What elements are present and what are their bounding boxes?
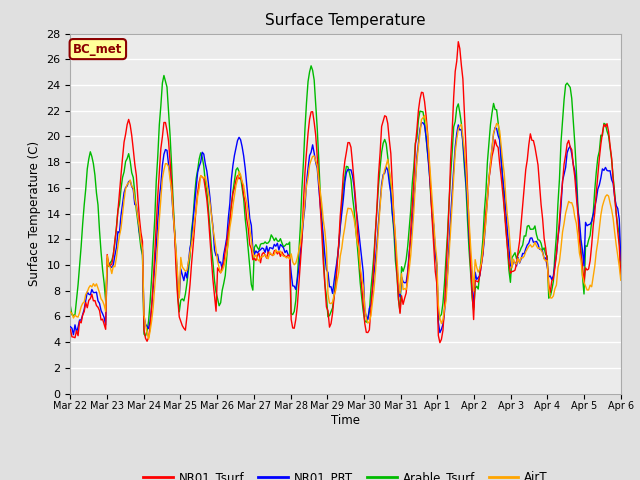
Text: BC_met: BC_met (73, 43, 122, 56)
X-axis label: Time: Time (331, 414, 360, 427)
Y-axis label: Surface Temperature (C): Surface Temperature (C) (28, 141, 41, 286)
Legend: NR01_Tsurf, NR01_PRT, Arable_Tsurf, AirT: NR01_Tsurf, NR01_PRT, Arable_Tsurf, AirT (138, 466, 553, 480)
Title: Surface Temperature: Surface Temperature (266, 13, 426, 28)
